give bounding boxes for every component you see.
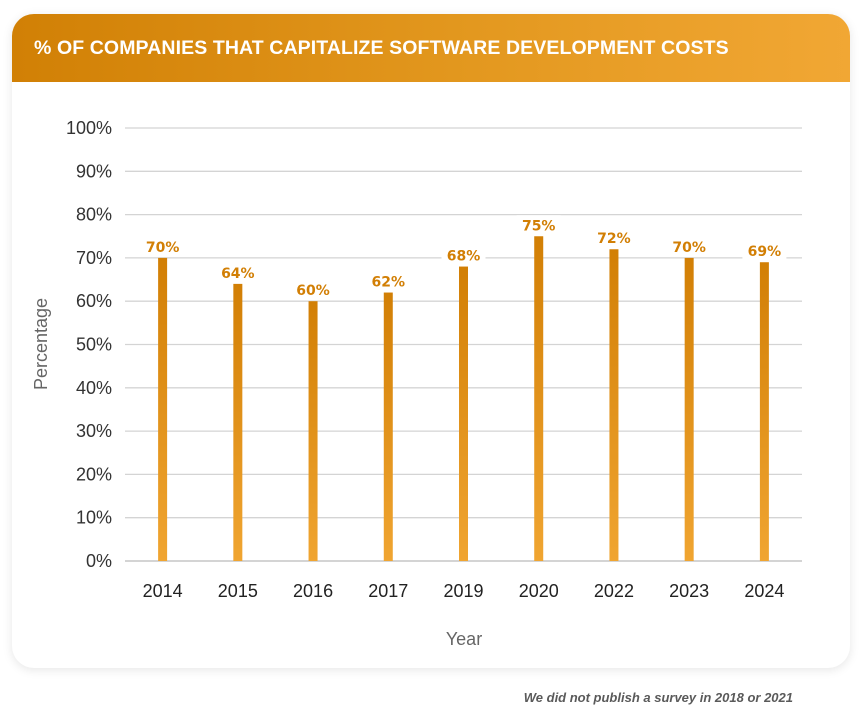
y-tick-label: 80%: [76, 205, 112, 225]
x-tick-label: 2019: [443, 581, 483, 601]
chart-header: % OF COMPANIES THAT CAPITALIZE SOFTWARE …: [12, 14, 850, 82]
data-label-2014: 70%: [146, 240, 180, 256]
data-labels: 70% 64% 60% 62% 68% 75% 72% 70% 69%: [140, 215, 787, 299]
bar-2022: [609, 249, 619, 562]
y-tick-label: 0%: [86, 551, 112, 571]
x-tick-label: 2016: [293, 581, 333, 601]
data-label-2017: 62%: [372, 275, 406, 291]
data-label-2016: 60%: [296, 283, 330, 299]
y-tick-label: 20%: [76, 464, 112, 484]
footnote: We did not publish a survey in 2018 or 2…: [523, 690, 793, 705]
x-tick-label: 2015: [218, 581, 258, 601]
bar-2019: [459, 266, 468, 561]
data-label-2019: 68%: [447, 249, 481, 265]
data-label-background: [667, 236, 712, 255]
bar-2017: [383, 292, 393, 561]
y-tick-label: 70%: [76, 248, 112, 268]
data-label-background: [742, 241, 787, 260]
y-tick-label: 90%: [76, 161, 112, 181]
bar-2016: [308, 301, 318, 561]
x-tick-label: 2017: [368, 581, 408, 601]
y-tick-label: 40%: [76, 378, 112, 398]
bars: [158, 236, 769, 562]
data-label-background: [215, 262, 260, 281]
x-axis-title: Year: [446, 629, 482, 649]
y-tick-label: 100%: [66, 118, 112, 138]
x-tick-label: 2022: [594, 581, 634, 601]
data-label-background: [591, 228, 636, 247]
y-tick-label: 50%: [76, 335, 112, 355]
y-tick-label: 60%: [76, 291, 112, 311]
chart-title: % OF COMPANIES THAT CAPITALIZE SOFTWARE …: [34, 36, 729, 59]
data-label-2023: 70%: [672, 240, 706, 256]
y-tick-label: 10%: [76, 508, 112, 528]
x-tick-label: 2024: [744, 581, 784, 601]
data-label-2020: 75%: [522, 218, 556, 234]
y-tick-label: 30%: [76, 421, 112, 441]
bar-2015: [233, 283, 243, 561]
bar-2023: [684, 257, 694, 561]
y-axis-title: Percentage: [31, 298, 51, 390]
data-label-background: [441, 245, 486, 264]
data-label-background: [516, 215, 561, 234]
chart-card: % OF COMPANIES THAT CAPITALIZE SOFTWARE …: [12, 14, 850, 668]
data-label-background: [291, 280, 336, 299]
x-tick-label: 2023: [669, 581, 709, 601]
bar-2024: [759, 262, 769, 561]
x-tick-label: 2020: [519, 581, 559, 601]
bar-2020: [534, 236, 544, 561]
data-label-2015: 64%: [221, 266, 255, 282]
data-label-background: [366, 271, 411, 290]
data-label-2024: 69%: [748, 244, 782, 260]
bar-2014: [158, 257, 168, 561]
y-axis-ticks: 0% 10% 20% 30% 40% 50% 60% 70% 80% 90% 100%: [66, 118, 112, 571]
x-axis-ticks: 2014 2015 2016 2017 2019 2020 2022 2023 2024: [143, 581, 785, 601]
data-label-2022: 72%: [597, 231, 631, 247]
data-label-background: [140, 236, 185, 255]
x-tick-label: 2014: [143, 581, 183, 601]
